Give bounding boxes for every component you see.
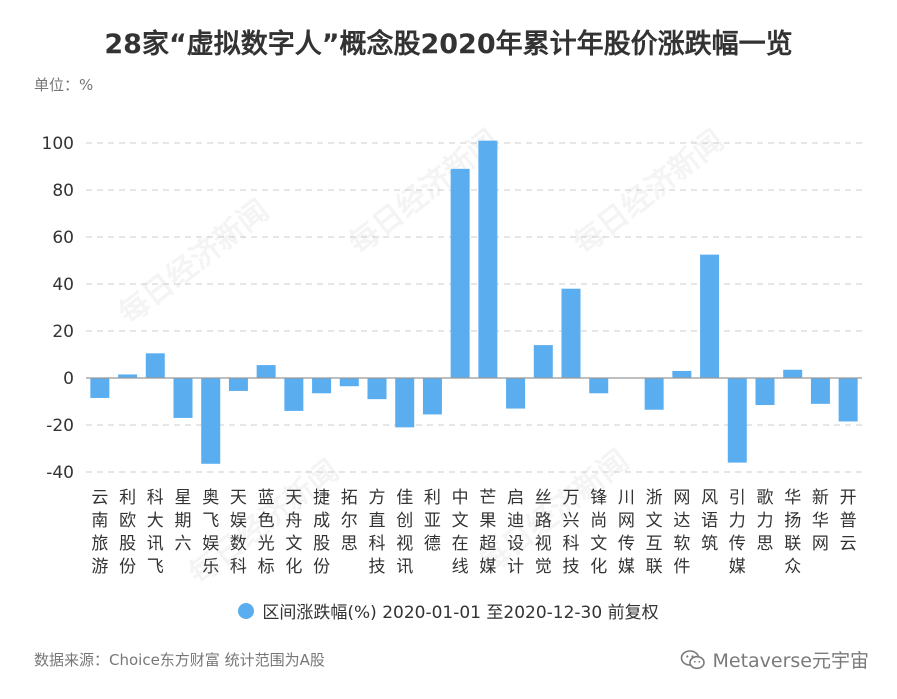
y-tick-label: 20 — [52, 322, 74, 342]
x-tick-label: 华扬联众 — [784, 488, 801, 577]
bar — [450, 168, 470, 378]
bar — [284, 378, 304, 411]
x-tick-label: 利欧股份 — [119, 488, 136, 577]
x-tick-label: 启迪设计 — [507, 488, 524, 577]
bar — [838, 378, 858, 422]
watermark-text: 每日经济新闻 — [472, 443, 635, 581]
x-tick-label: 新华网 — [812, 488, 829, 554]
y-tick-label: 0 — [63, 369, 74, 389]
bar — [339, 378, 359, 387]
x-tick-label: 云南旅游 — [91, 488, 108, 577]
bar — [533, 345, 553, 378]
bar — [672, 370, 692, 378]
x-tick-label: 科大讯飞 — [147, 488, 164, 577]
x-tick-label: 星期六 — [175, 488, 192, 554]
bar — [506, 378, 526, 409]
x-tick-label: 佳创视讯 — [396, 488, 413, 577]
x-tick-label: 锋尚文化 — [590, 488, 607, 577]
watermark-text: 每日经济新闻 — [567, 123, 730, 261]
x-tick-label: 网达软件 — [673, 488, 690, 577]
x-tick-label: 万兴科技 — [563, 488, 580, 577]
bar — [201, 378, 221, 464]
bar — [589, 378, 609, 394]
y-tick-label: -20 — [46, 416, 74, 436]
y-tick-label: 80 — [52, 181, 74, 201]
x-tick-label: 中文在线 — [452, 488, 469, 577]
x-tick-label: 奥飞娱乐 — [202, 488, 219, 577]
x-tick-label: 拓尔思 — [341, 488, 358, 554]
x-tick-label: 天舟文化 — [285, 488, 302, 577]
watermark-text: 每日经济新闻 — [112, 193, 275, 331]
bar — [145, 353, 165, 378]
bar — [810, 378, 830, 404]
x-tick-label: 浙文互联 — [646, 488, 663, 577]
data-source: 数据来源：Choice东方财富 统计范围为A股 — [34, 651, 325, 669]
bar — [478, 140, 498, 378]
brand: Metaverse元宇宙 — [680, 646, 869, 673]
bar — [755, 378, 775, 406]
x-tick-label: 歌力思 — [757, 488, 774, 554]
x-tick-label: 捷成股份 — [313, 488, 330, 577]
bar — [727, 378, 747, 463]
legend: 区间涨跌幅(%) 2020-01-01 至2020-12-30 前复权 — [0, 598, 897, 623]
x-tick-label: 开普云 — [840, 488, 857, 554]
bar — [118, 374, 138, 378]
x-tick-label: 天娱数科 — [230, 488, 247, 577]
x-tick-label: 川网传媒 — [618, 488, 635, 577]
bar — [312, 378, 332, 394]
y-tick-label: 40 — [52, 275, 74, 295]
unit-label: 单位：% — [34, 76, 94, 94]
bar — [90, 378, 110, 398]
x-tick-label: 方直科技 — [369, 488, 386, 577]
y-tick-label: 100 — [42, 134, 74, 154]
x-tick-label: 丝路视觉 — [535, 488, 552, 577]
x-tick-label: 蓝色光标 — [258, 488, 275, 577]
bar — [367, 378, 387, 400]
legend-marker — [238, 602, 255, 619]
x-tick-label: 芒果超媒 — [479, 488, 496, 577]
brand-name: Metaverse元宇宙 — [712, 650, 869, 672]
bar — [256, 365, 276, 378]
bar — [700, 254, 720, 378]
y-tick-label: -40 — [46, 463, 74, 483]
y-tick-label: 60 — [52, 228, 74, 248]
legend-label: 区间涨跌幅(%) 2020-01-01 至2020-12-30 前复权 — [262, 603, 659, 623]
bar — [783, 369, 803, 378]
bar — [561, 288, 581, 378]
bar — [173, 378, 193, 418]
bar — [644, 378, 664, 410]
wechat-icon — [681, 649, 706, 669]
chart-title: 28家“虚拟数字人”概念股2020年累计年股价涨跌幅一览 — [104, 29, 793, 60]
bar — [422, 378, 442, 415]
bar — [395, 378, 415, 428]
x-tick-label: 利亚德 — [424, 488, 441, 554]
x-tick-label: 风语筑 — [701, 488, 718, 554]
x-tick-label: 引力传媒 — [729, 488, 746, 577]
bar — [228, 378, 248, 391]
